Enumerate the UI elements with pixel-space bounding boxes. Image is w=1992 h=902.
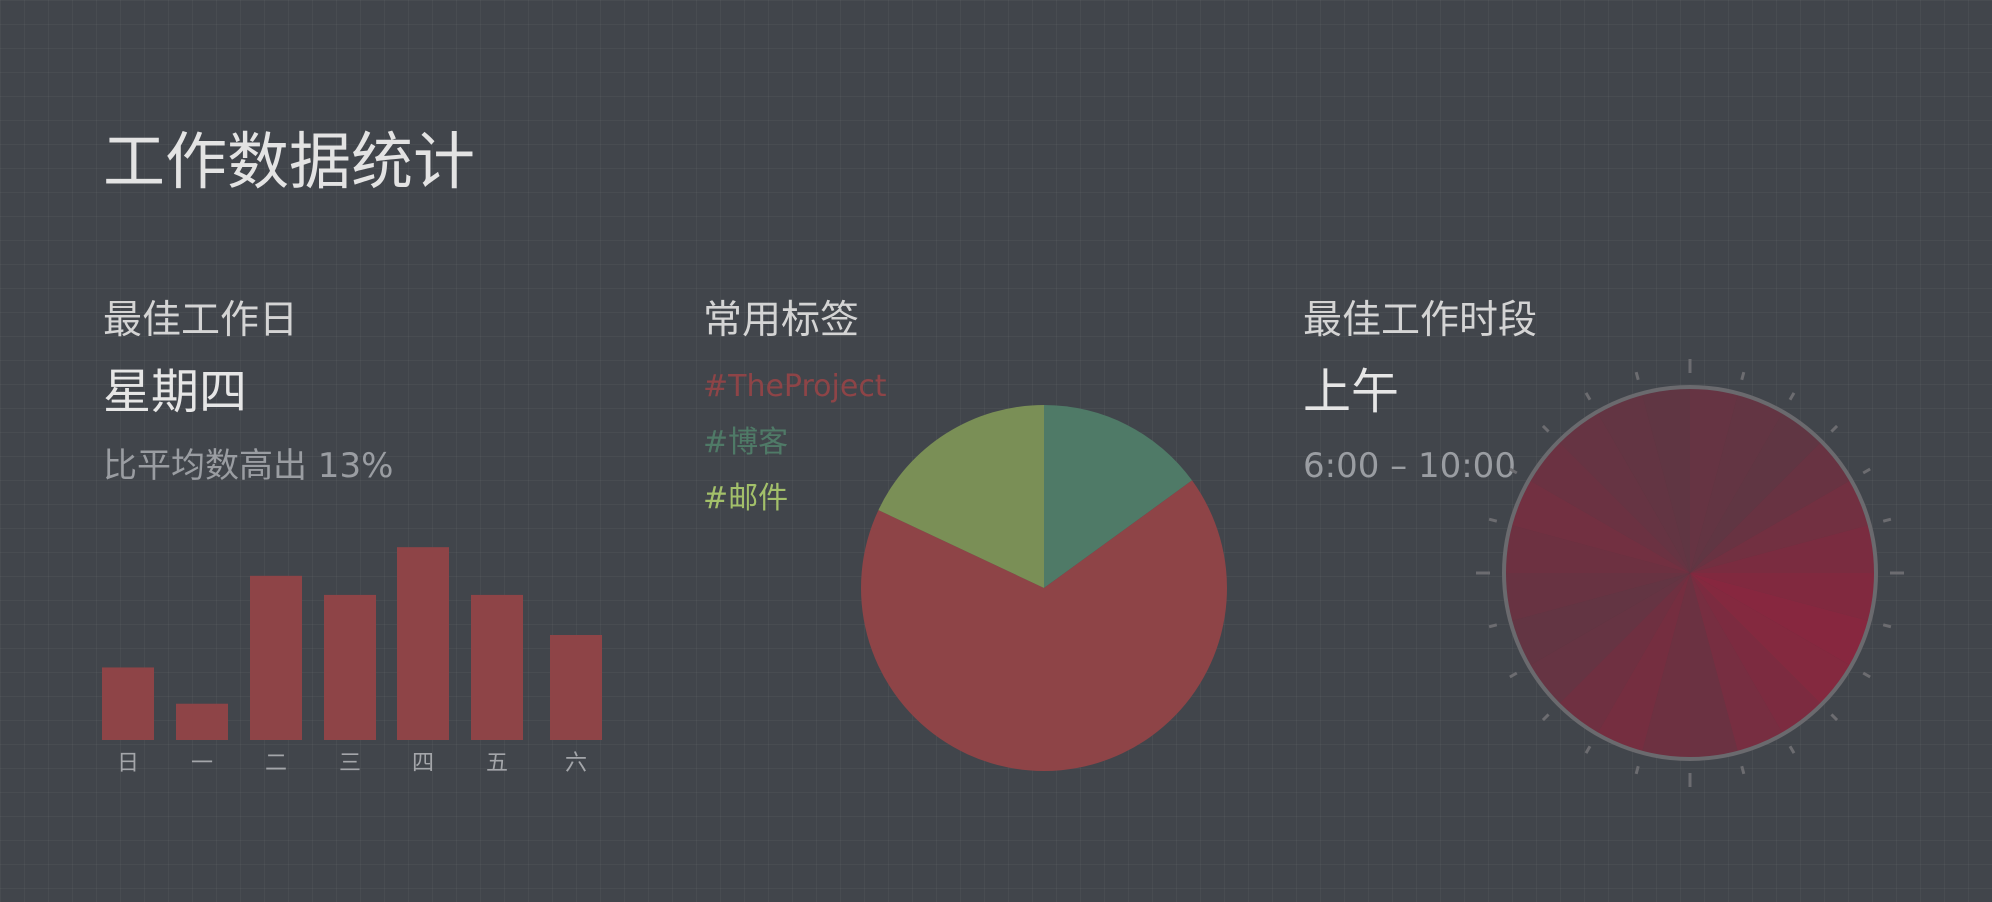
dial-wedge-13 xyxy=(1597,573,1690,753)
dial-wedge-10 xyxy=(1690,573,1783,753)
pie-slice-1 xyxy=(1044,405,1193,588)
dial-wedge-22 xyxy=(1597,393,1690,573)
dial-wedge-11 xyxy=(1690,573,1739,759)
dial-tick-10 xyxy=(1788,745,1796,754)
dial-wedge-23 xyxy=(1641,387,1690,573)
dial-tick-7 xyxy=(1882,623,1892,629)
tags-label: 常用标签 xyxy=(703,298,860,343)
bar-label-5: 五 xyxy=(486,751,508,776)
bar-2 xyxy=(250,575,302,740)
best-period-value: 上午 xyxy=(1303,364,1400,420)
bar-label-0: 日 xyxy=(117,751,139,776)
dial-ring xyxy=(1502,385,1878,761)
bar-5 xyxy=(471,594,523,740)
dial-tick-20 xyxy=(1509,467,1518,475)
bar-label-4: 四 xyxy=(412,751,434,776)
dial-tick-19 xyxy=(1488,517,1498,523)
dial-wedge-0 xyxy=(1690,387,1739,573)
dial-tick-1 xyxy=(1740,371,1746,381)
dial-tick-8 xyxy=(1862,671,1871,679)
best-period-range: 6:00 – 10:00 xyxy=(1303,446,1516,486)
dial-tick-4 xyxy=(1862,467,1871,475)
tag-theproject: #TheProject xyxy=(703,369,887,404)
bar-6 xyxy=(550,635,602,740)
bar-label-1: 一 xyxy=(191,751,213,776)
pie-slice-0 xyxy=(861,480,1227,771)
bar-label-3: 三 xyxy=(339,751,361,776)
dial-wedge-17 xyxy=(1504,573,1690,622)
dial-tick-23 xyxy=(1634,371,1640,381)
dial-wedge-9 xyxy=(1690,573,1822,735)
dial-wedge-18 xyxy=(1504,524,1690,573)
dial-tick-16 xyxy=(1509,671,1518,679)
dial-tick-17 xyxy=(1488,623,1498,629)
pie-slice-2 xyxy=(878,405,1044,588)
dial-wedge-2 xyxy=(1690,411,1822,573)
bar-4 xyxy=(397,547,449,740)
dial-tick-13 xyxy=(1634,765,1640,775)
dial-tick-5 xyxy=(1882,517,1892,523)
dial-wedge-3 xyxy=(1690,441,1852,573)
dial-wedge-4 xyxy=(1690,480,1870,573)
dial-wedge-7 xyxy=(1690,573,1870,666)
dial-tick-3 xyxy=(1830,424,1839,433)
dial-tick-15 xyxy=(1541,713,1550,722)
dial-wedge-15 xyxy=(1528,573,1690,705)
dial-tick-11 xyxy=(1740,765,1746,775)
dial-tick-9 xyxy=(1830,713,1839,722)
best-day-note: 比平均数高出 13% xyxy=(103,446,394,486)
dial-wedge-12 xyxy=(1641,573,1690,759)
tag-mail: #邮件 xyxy=(703,481,789,516)
dial-wedge-5 xyxy=(1690,524,1876,573)
best-day-value: 星期四 xyxy=(103,364,248,420)
dial-tick-2 xyxy=(1788,392,1796,401)
bar-0 xyxy=(102,667,154,740)
bar-1 xyxy=(176,703,228,740)
dial-wedge-14 xyxy=(1558,573,1690,735)
dial-wedge-19 xyxy=(1510,480,1690,573)
bar-label-6: 六 xyxy=(565,751,587,776)
dial-wedge-20 xyxy=(1528,441,1690,573)
tag-blog: #博客 xyxy=(703,425,789,460)
best-day-label: 最佳工作日 xyxy=(103,298,299,343)
dial-wedge-1 xyxy=(1690,393,1783,573)
dial-wedge-21 xyxy=(1558,411,1690,573)
bar-3 xyxy=(324,594,376,740)
bar-label-2: 二 xyxy=(265,751,287,776)
dial-wedge-6 xyxy=(1690,573,1876,622)
dial-tick-22 xyxy=(1584,392,1592,401)
page-title: 工作数据统计 xyxy=(103,125,476,198)
best-period-label: 最佳工作时段 xyxy=(1303,298,1538,343)
dial-wedge-8 xyxy=(1690,573,1852,705)
dial-tick-14 xyxy=(1584,745,1592,754)
dial-tick-21 xyxy=(1541,424,1550,433)
dial-wedge-16 xyxy=(1510,573,1690,666)
